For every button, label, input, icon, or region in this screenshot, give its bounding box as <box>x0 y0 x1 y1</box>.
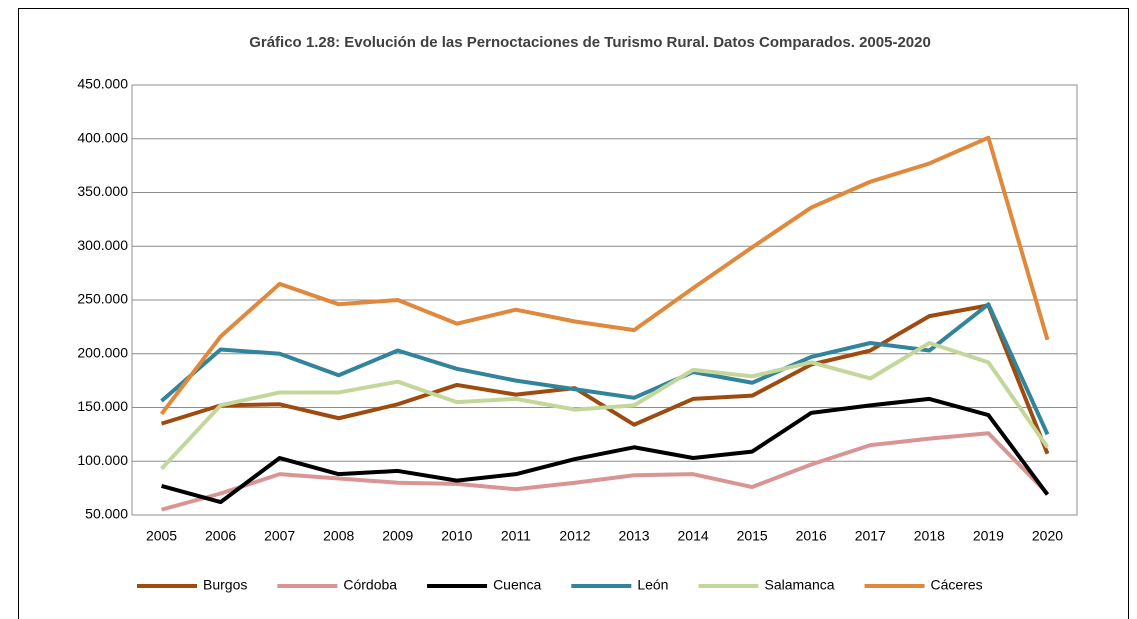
x-tick-label: 2013 <box>618 528 649 544</box>
y-tick-label: 250.000 <box>77 291 128 307</box>
x-tick-label: 2011 <box>501 528 531 544</box>
x-tick-label: 2007 <box>264 528 295 544</box>
series-line <box>161 396 1050 505</box>
x-tick-label: 2019 <box>973 528 1004 544</box>
x-tick-label: 2015 <box>737 528 768 544</box>
legend-label: Cuenca <box>493 577 541 593</box>
y-tick-label: 400.000 <box>77 129 128 145</box>
y-tick-label: 350.000 <box>77 183 128 199</box>
y-tick-label: 100.000 <box>77 452 128 468</box>
series-line <box>159 135 1050 416</box>
y-tick-label: 150.000 <box>77 398 128 414</box>
series-line <box>161 431 1049 512</box>
y-tick-label: 50.000 <box>85 506 128 522</box>
x-tick-label: 2020 <box>1032 528 1063 544</box>
x-tick-label: 2009 <box>382 528 413 544</box>
legend-label: Cáceres <box>931 577 983 593</box>
legend-label: Burgos <box>203 577 247 593</box>
x-tick-label: 2012 <box>559 528 590 544</box>
legend-label: Córdoba <box>343 577 397 593</box>
chart-title: Gráfico 1.28: Evolución de las Pernoctac… <box>249 34 931 51</box>
y-tick-label: 300.000 <box>77 237 128 253</box>
x-tick-label: 2017 <box>855 528 886 544</box>
y-tick-label: 200.000 <box>77 344 128 360</box>
legend-label: León <box>637 577 668 593</box>
x-tick-label: 2018 <box>914 528 945 544</box>
x-tick-label: 2005 <box>146 528 177 544</box>
x-tick-label: 2010 <box>441 528 472 544</box>
series-line <box>160 302 1050 436</box>
chart-frame <box>18 8 1129 619</box>
x-tick-label: 2006 <box>205 528 236 544</box>
legend-label: Salamanca <box>764 577 834 593</box>
x-tick-label: 2008 <box>323 528 354 544</box>
x-tick-label: 2016 <box>796 528 827 544</box>
x-tick-label: 2014 <box>678 528 709 544</box>
y-tick-label: 450.000 <box>77 76 128 92</box>
plot-border <box>131 84 1078 516</box>
series-line <box>160 341 1050 471</box>
